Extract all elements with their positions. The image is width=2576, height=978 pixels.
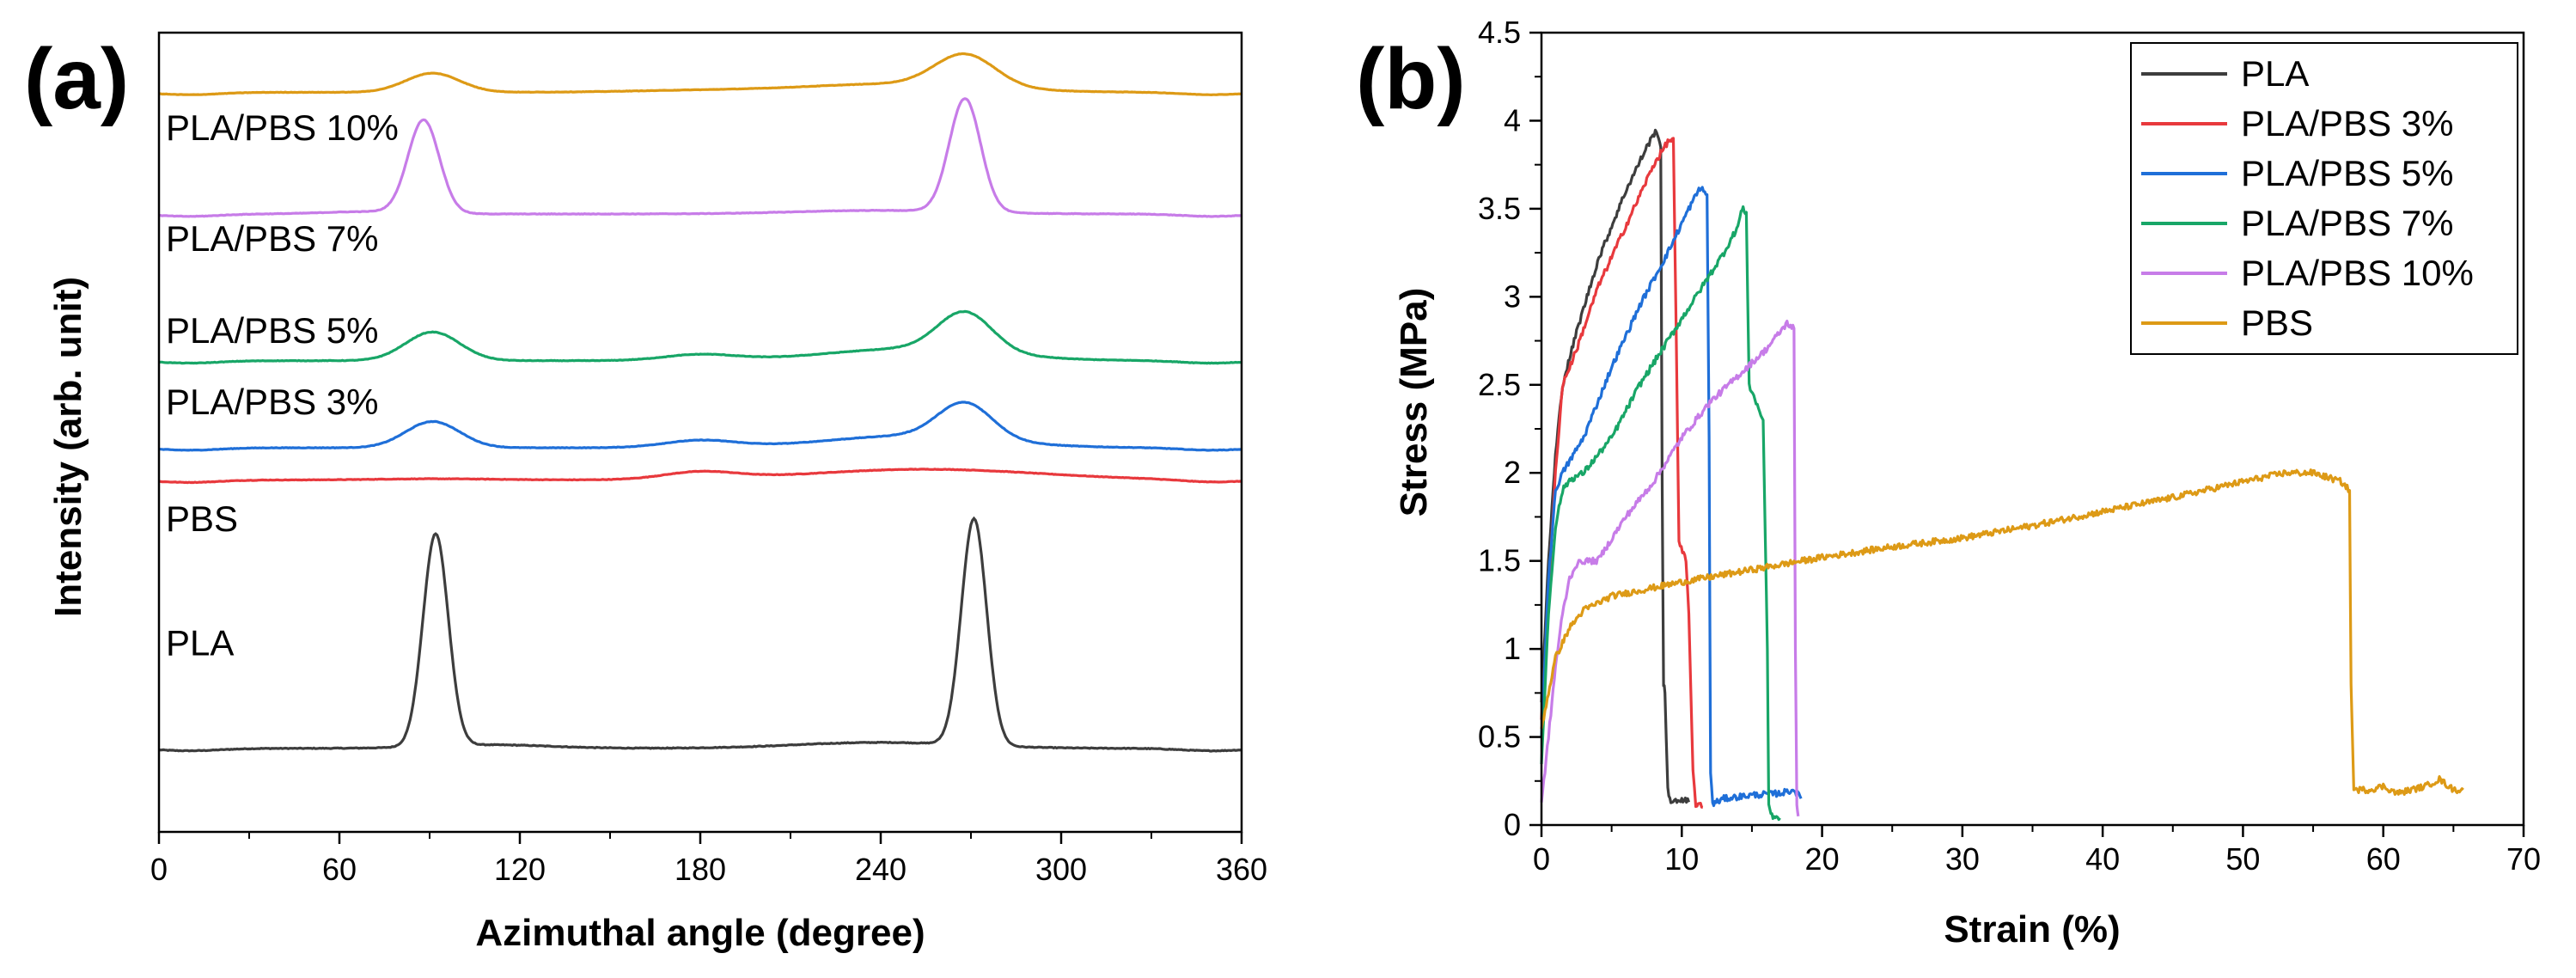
panel-b-x-tick-label: 70: [2506, 841, 2541, 877]
legend-label-pla-pbs-10: PLA/PBS 10%: [2241, 253, 2474, 293]
panel-a-curve-pla-pbs-10: [158, 52, 1242, 97]
panel-b-y-tick-label: 4.5: [1478, 15, 1521, 50]
panel-b-y-tick-label: 1.5: [1478, 543, 1521, 578]
legend-box: [2130, 42, 2518, 355]
panel-a-x-tick-label: 120: [494, 852, 546, 887]
panel-b-y-tick-label: 4: [1504, 102, 1521, 138]
panel-a-x-tick-label: 0: [150, 852, 168, 887]
panel-b-y-tick-label: 3.5: [1478, 191, 1521, 226]
panel-b-curves: [1540, 128, 2464, 822]
panel-b-curve-pla-pbs-7: [1540, 205, 1781, 822]
legend-label-pla-pbs-3: PLA/PBS 3%: [2241, 103, 2453, 144]
panel-b-y-ticks: 0 0.5 1 1.5 2 2.5 3 3.5 4 4.5: [1478, 15, 1541, 842]
panel-a-x-tick-label: 60: [322, 852, 357, 887]
panel-b-curve-pla-pbs-5: [1540, 186, 1803, 808]
panel-a-label: (a): [24, 31, 129, 127]
panel-a-label-pla-pbs-3: PLA/PBS 3%: [166, 382, 378, 422]
panel-b-y-tick-label: 1: [1504, 631, 1521, 666]
panel-a-x-axis-title: Azimuthal angle (degree): [475, 912, 925, 954]
panel-b-curve-pla: [1540, 128, 1691, 804]
panel-b-x-axis-title: Strain (%): [1944, 908, 2120, 950]
panel-a-label-pla-pbs-5: PLA/PBS 5%: [166, 310, 378, 351]
legend-label-pla-pbs-5: PLA/PBS 5%: [2241, 153, 2453, 193]
panel-b-y-tick-label: 2: [1504, 455, 1521, 490]
panel-a-curve-pbs: [158, 468, 1242, 485]
panel-a-y-axis-title: Intensity (arb. unit): [47, 277, 89, 617]
panel-a-curve-pla-pbs-5: [158, 309, 1242, 365]
panel-b-x-tick-label: 50: [2225, 841, 2260, 877]
panel-b-y-tick-label: 0.5: [1478, 719, 1521, 755]
panel-a-label-pbs: PBS: [166, 498, 238, 539]
panel-a-x-tick-label: 300: [1035, 852, 1087, 887]
panel-b-curve-pla-pbs-3: [1540, 137, 1704, 810]
panel-b-y-tick-label: 3: [1504, 278, 1521, 314]
panel-b-y-axis-title: Stress (MPa): [1393, 288, 1435, 517]
panel-a-curve-labels: PLA/PBS 10% PLA/PBS 7% PLA/PBS 5% PLA/PBS 3…: [166, 107, 399, 663]
panel-a-curve-pla-pbs-7: [159, 97, 1242, 218]
panel-b-legend: PLA PLA/PBS 3% PLA/PBS 5% PLA/PBS 7% PLA/PBS…: [2130, 42, 2518, 355]
legend-label-pbs: PBS: [2241, 303, 2313, 343]
panel-b-x-tick-label: 0: [1533, 841, 1550, 877]
legend-label-pla: PLA: [2241, 53, 2309, 94]
panel-b-x-tick-label: 20: [1805, 841, 1840, 877]
panel-a-chart: PLA/PBS 10% PLA/PBS 7% PLA/PBS 5% PLA/PBS 3…: [47, 31, 1267, 954]
panel-a-curve-pla-pbs-3: [158, 400, 1242, 452]
panel-a-label-pla: PLA: [166, 623, 234, 663]
panel-a-label-pla-pbs-7: PLA/PBS 7%: [166, 218, 378, 259]
panel-b-x-tick-label: 40: [2085, 841, 2120, 877]
panel-a-curves: [158, 52, 1242, 753]
panel-b-y-tick-label: 2.5: [1478, 367, 1521, 402]
panel-a-x-tick-label: 360: [1216, 852, 1267, 887]
panel-a-x-ticks: 0 60 120 180 240 300 360: [150, 832, 1267, 887]
panel-a-curve-pla: [158, 516, 1242, 753]
panel-b-y-tick-label: 0: [1504, 807, 1521, 842]
legend-label-pla-pbs-7: PLA/PBS 7%: [2241, 203, 2453, 243]
panel-b-curve-pbs: [1540, 468, 2464, 796]
panel-b-x-tick-label: 60: [2366, 841, 2401, 877]
panel-a-x-tick-label: 180: [675, 852, 726, 887]
panel-b-chart: 0 10 20 30 40 50 60 70 0 0.5 1 1.5 2 2.5 3 3.5 4 4.5 PLA…: [1393, 15, 2541, 950]
panel-b-x-ticks: 0 10 20 30 40 50 60 70: [1533, 825, 2541, 877]
panel-b-curve-pla-pbs-10: [1540, 320, 1800, 817]
panel-a-plot-frame: [157, 31, 1243, 834]
panel-b-label: (b): [1356, 31, 1466, 127]
panel-a-x-tick-label: 240: [855, 852, 906, 887]
panel-b-x-tick-label: 30: [1945, 841, 1980, 877]
panel-b-x-tick-label: 10: [1664, 841, 1699, 877]
panel-a-label-pla-pbs-10: PLA/PBS 10%: [166, 107, 399, 148]
